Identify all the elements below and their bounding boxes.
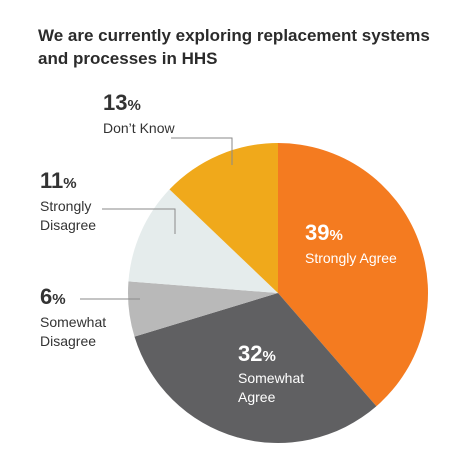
percent-label-don-t-know: 13% xyxy=(103,90,141,115)
category-label-strongly-disagree: Strongly Disagree xyxy=(40,198,96,233)
pie-slice-don-t-know xyxy=(169,143,278,293)
percent-label-somewhat-disagree: 6% xyxy=(40,284,66,309)
chart-title: We are currently exploring replacement s… xyxy=(38,26,430,68)
leader-line-strongly-disagree xyxy=(102,208,176,234)
pie-slice-somewhat-agree xyxy=(134,293,377,444)
category-label-somewhat-disagree: Somewhat Disagree xyxy=(40,314,106,349)
percent-label-somewhat-agree: 32% xyxy=(238,341,276,366)
leader-line-don-t-know xyxy=(171,137,233,165)
category-label-strongly-agree: Strongly Agree xyxy=(305,250,397,266)
category-label-somewhat-agree: Somewhat Agree xyxy=(238,370,304,405)
percent-label-strongly-disagree: 11% xyxy=(40,168,77,193)
pie-slice-somewhat-disagree xyxy=(128,281,278,337)
percent-label-strongly-agree: 39% xyxy=(305,220,343,245)
pie-slice-strongly-agree xyxy=(278,143,428,407)
pie-slice-strongly-disagree xyxy=(128,189,278,293)
category-label-don-t-know: Don’t Know xyxy=(103,120,175,136)
